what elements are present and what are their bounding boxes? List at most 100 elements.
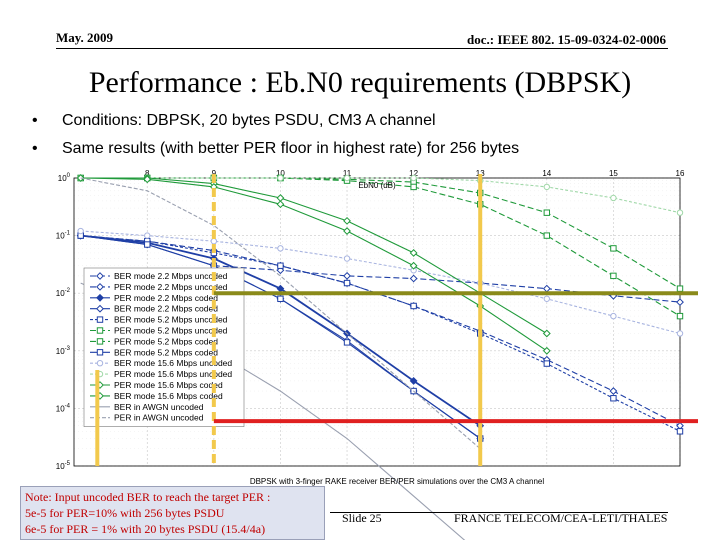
footer-organization: FRANCE TELECOM/CEA-LETI/THALES [454,511,668,525]
header-rule [56,48,668,49]
note-line-1: Note: Input uncoded BER to reach the tar… [25,490,271,504]
slide-number: Slide 25 [342,511,382,525]
legend-label: BER mode 5.2 Mbps uncoded [114,315,228,325]
legend-label: PER mode 5.2 Mbps uncoded [114,326,228,336]
data-point [343,174,351,182]
data-point [96,349,104,356]
legend-label: BER mode 2.2 Mbps uncoded [114,271,228,281]
data-point [410,302,417,310]
series-9 [77,227,684,337]
legend-label: BER mode 5.2 Mbps coded [114,347,218,357]
data-point [96,304,104,313]
data-point [409,249,418,257]
data-point [676,428,684,435]
y-tick-label: 10-5 [56,461,71,471]
y-tick-label: 10-1 [56,231,71,241]
data-point [542,346,551,355]
y-tick-exponent: -2 [65,288,71,294]
data-point [609,387,618,395]
bullet-text-1: Conditions: DBPSK, 20 bytes PSDU, CM3 A … [62,112,436,129]
data-point [343,271,351,280]
data-point [409,261,418,270]
x-tick-label: 15 [609,169,618,178]
legend-label: PER in AWGN uncoded [114,413,204,423]
data-point [277,262,284,269]
data-point [96,327,104,334]
data-point [676,285,684,292]
data-point [96,316,104,323]
data-point [542,284,551,293]
x-tick-label: 14 [542,169,551,178]
x-tick-label: 12 [409,169,418,178]
y-tick-label: 10-4 [56,403,71,413]
legend-label: PER mode 15.6 Mbps uncoded [114,369,232,379]
series-line [80,177,548,334]
data-point [542,329,551,338]
chart-title: DBPSK with 3-finger RAKE receiver BER/PE… [250,477,545,486]
bullet-glyph-2: • [32,140,38,157]
y-tick-label: 100 [58,173,71,183]
data-point [77,227,84,235]
legend-label: BER in AWGN uncoded [114,402,204,412]
series-14 [80,177,481,450]
x-tick-label: 9 [212,169,217,178]
data-point [144,241,151,248]
x-tick-label: 11 [343,169,352,178]
y-tick-exponent: -1 [65,231,71,237]
data-point [610,272,617,280]
series-line [80,230,681,335]
data-point [96,272,104,280]
data-point [409,377,418,385]
x-tick-label: 10 [276,169,285,178]
series-line [80,177,681,317]
data-point [543,360,551,367]
legend-label: BER mode 15.6 Mbps coded [114,391,223,401]
x-tick-label: 13 [476,169,485,178]
data-point [343,255,351,262]
data-point [343,339,351,346]
data-point [276,194,285,202]
x-tick-label: 16 [676,169,685,178]
series-line [80,177,548,352]
data-point [410,183,417,191]
data-point [76,174,85,182]
data-point [543,183,551,191]
y-tick-exponent: -4 [65,403,71,409]
y-tick-label: 10-2 [56,288,71,298]
data-point [96,360,104,367]
legend-label: PER mode 2.2 Mbps coded [114,293,218,303]
y-tick-exponent: -3 [65,346,71,352]
series-line [80,177,681,214]
data-point [676,421,684,430]
data-point [543,209,551,216]
series-line [213,265,681,303]
y-tick-exponent: 0 [67,173,71,179]
data-point [96,282,104,291]
y-tick-exponent: -5 [65,461,71,467]
data-point [276,200,285,209]
header-date: May. 2009 [56,30,114,45]
data-point [409,274,418,283]
x-tick-label: 8 [145,169,150,178]
note-box: Note: Input uncoded BER to reach the tar… [20,486,325,540]
series-12 [76,174,551,355]
x-axis-label: EbN0 (dB) [358,181,396,190]
data-point [410,174,417,182]
bullet-text-2: Same results (with better PER floor in h… [62,140,520,157]
data-point [277,295,284,302]
legend-label: BER mode 2.2 Mbps coded [114,304,218,314]
bullet-glyph-1: • [32,112,38,129]
data-point [610,245,617,252]
data-point [277,174,284,182]
header-doc-id: doc.: IEEE 802. 15-09-0324-02-0006 [467,32,666,47]
data-point [610,194,617,202]
data-point [543,232,551,239]
data-point [676,330,684,337]
data-point [543,295,551,302]
data-point [676,312,684,320]
data-point [343,279,351,287]
data-point [610,312,617,320]
slide-title: Performance : Eb.N0 requirements (DBPSK) [88,66,632,99]
legend-label: PER mode 2.2 Mbps uncoded [114,282,228,292]
